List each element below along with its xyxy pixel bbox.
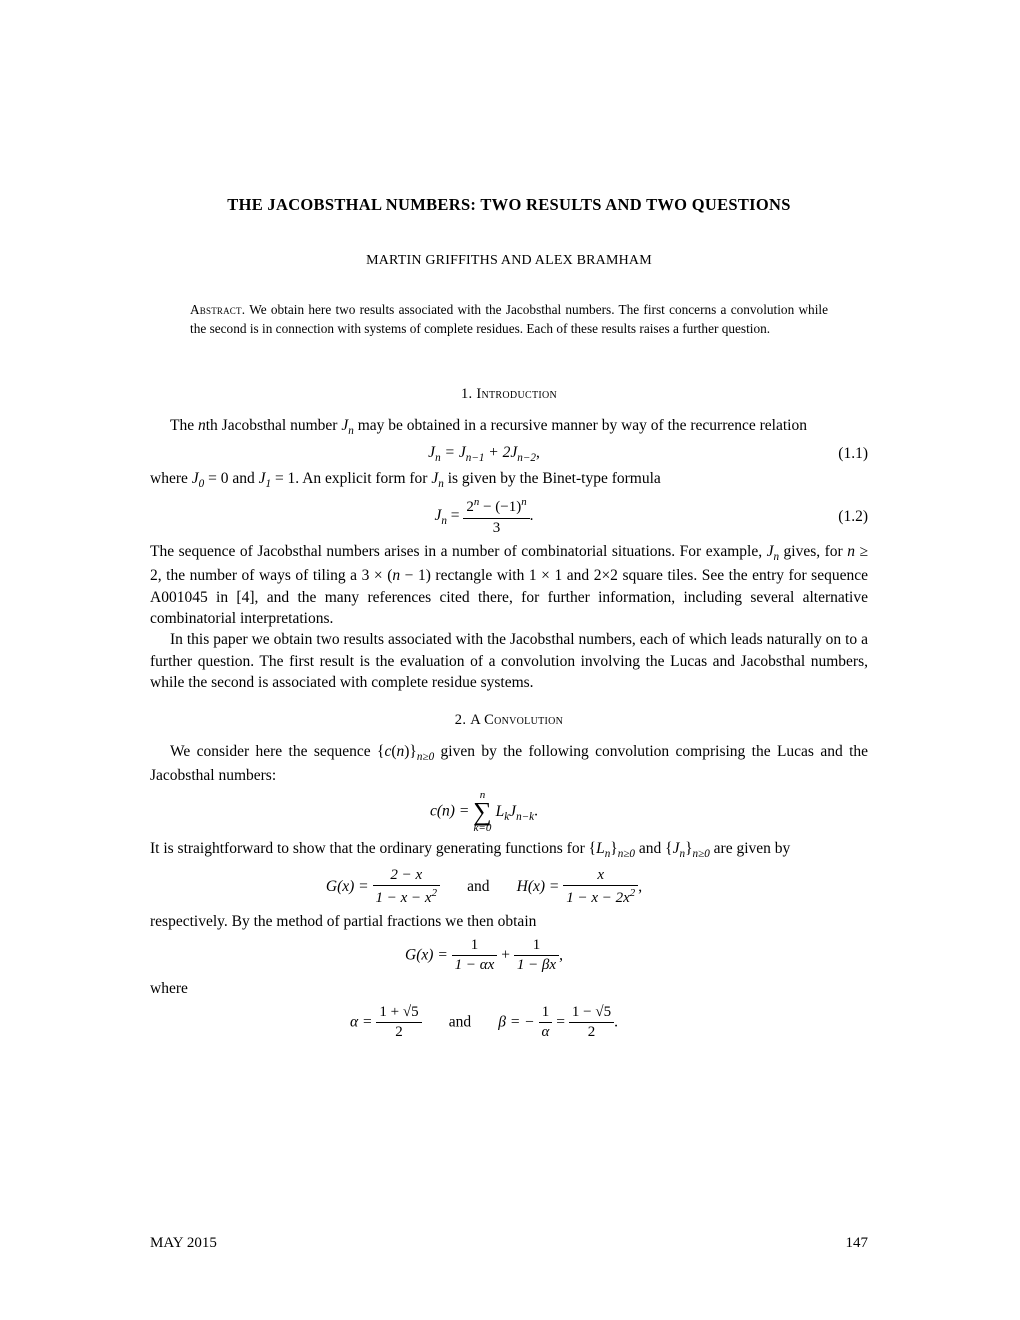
abstract-label: Abstract. bbox=[190, 302, 245, 317]
text-fragment: and { bbox=[635, 840, 673, 857]
var-jn: Jn bbox=[341, 417, 353, 434]
section-2-name: A Convolution bbox=[470, 712, 563, 728]
equation-1-1-body: Jn = Jn−1 + 2Jn−2, bbox=[150, 444, 818, 464]
paragraph-2: where J0 = 0 and J1 = 1. An explicit for… bbox=[150, 468, 868, 492]
text-fragment: The sequence of Jacobsthal numbers arise… bbox=[150, 543, 767, 560]
paragraph-3: The sequence of Jacobsthal numbers arise… bbox=[150, 541, 868, 630]
text-fragment: = 1. An explicit form for bbox=[271, 470, 431, 487]
equation-1-2: Jn = 2n − (−1)n 3 . (1.2) bbox=[150, 496, 868, 537]
section-1-heading: 1. Introduction bbox=[150, 386, 868, 403]
abstract-text: We obtain here two results associated wi… bbox=[190, 302, 828, 336]
section-1-name: Introduction bbox=[476, 386, 557, 402]
equation-g-partial-body: G(x) = 1 1 − αx + 1 1 − βx , bbox=[150, 937, 818, 975]
paragraph-8: where bbox=[150, 978, 868, 999]
var-n: n bbox=[198, 417, 206, 434]
section-1-number: 1. bbox=[461, 386, 472, 402]
equation-1-1-number: (1.1) bbox=[818, 445, 868, 463]
paragraph-6: It is straightforward to show that the o… bbox=[150, 838, 868, 862]
equation-cn: c(n) = n ∑ k=0 LkJn−k. bbox=[150, 790, 868, 834]
equation-alpha-beta: α = 1 + √5 2 and β = − 1 α = 1 − √5 2 . bbox=[150, 1004, 868, 1042]
text-fragment: th Jacobsthal number bbox=[206, 417, 342, 434]
equation-cn-body: c(n) = n ∑ k=0 LkJn−k. bbox=[150, 790, 818, 834]
section-2-number: 2. bbox=[455, 712, 466, 728]
equation-gh-body: G(x) = 2 − x 1 − x − x2 and H(x) = x 1 −… bbox=[150, 867, 818, 908]
equation-1-2-body: Jn = 2n − (−1)n 3 . bbox=[150, 496, 818, 537]
text-fragment: are given by bbox=[710, 840, 790, 857]
text-fragment: where bbox=[150, 470, 192, 487]
footer-date: MAY 2015 bbox=[150, 1235, 217, 1252]
text-fragment: We consider here the sequence { bbox=[170, 743, 384, 760]
paper-authors: MARTIN GRIFFITHS AND ALEX BRAMHAM bbox=[150, 253, 868, 269]
paragraph-5: We consider here the sequence {c(n)}n≥0 … bbox=[150, 741, 868, 787]
text-fragment: may be obtained in a recursive manner by… bbox=[354, 417, 807, 434]
equation-1-1: Jn = Jn−1 + 2Jn−2, (1.1) bbox=[150, 444, 868, 464]
section-2-heading: 2. A Convolution bbox=[150, 712, 868, 729]
text-fragment: The bbox=[170, 417, 198, 434]
abstract-block: Abstract. We obtain here two results ass… bbox=[190, 301, 828, 338]
equation-1-2-number: (1.2) bbox=[818, 508, 868, 526]
text-fragment: It is straightforward to show that the o… bbox=[150, 840, 596, 857]
page-footer: MAY 2015 147 bbox=[150, 1235, 868, 1252]
text-fragment: is given by the Binet-type formula bbox=[444, 470, 661, 487]
equation-g-partial: G(x) = 1 1 − αx + 1 1 − βx , bbox=[150, 937, 868, 975]
text-fragment: = 0 and bbox=[204, 470, 258, 487]
equation-gh: G(x) = 2 − x 1 − x − x2 and H(x) = x 1 −… bbox=[150, 867, 868, 908]
footer-page-number: 147 bbox=[846, 1235, 869, 1252]
paragraph-7: respectively. By the method of partial f… bbox=[150, 911, 868, 932]
paragraph-4: In this paper we obtain two results asso… bbox=[150, 629, 868, 693]
equation-alpha-beta-body: α = 1 + √5 2 and β = − 1 α = 1 − √5 2 . bbox=[150, 1004, 818, 1042]
paper-title: THE JACOBSTHAL NUMBERS: TWO RESULTS AND … bbox=[150, 195, 868, 215]
paragraph-1: The nth Jacobsthal number Jn may be obta… bbox=[150, 415, 868, 439]
text-fragment: gives, for bbox=[779, 543, 847, 560]
